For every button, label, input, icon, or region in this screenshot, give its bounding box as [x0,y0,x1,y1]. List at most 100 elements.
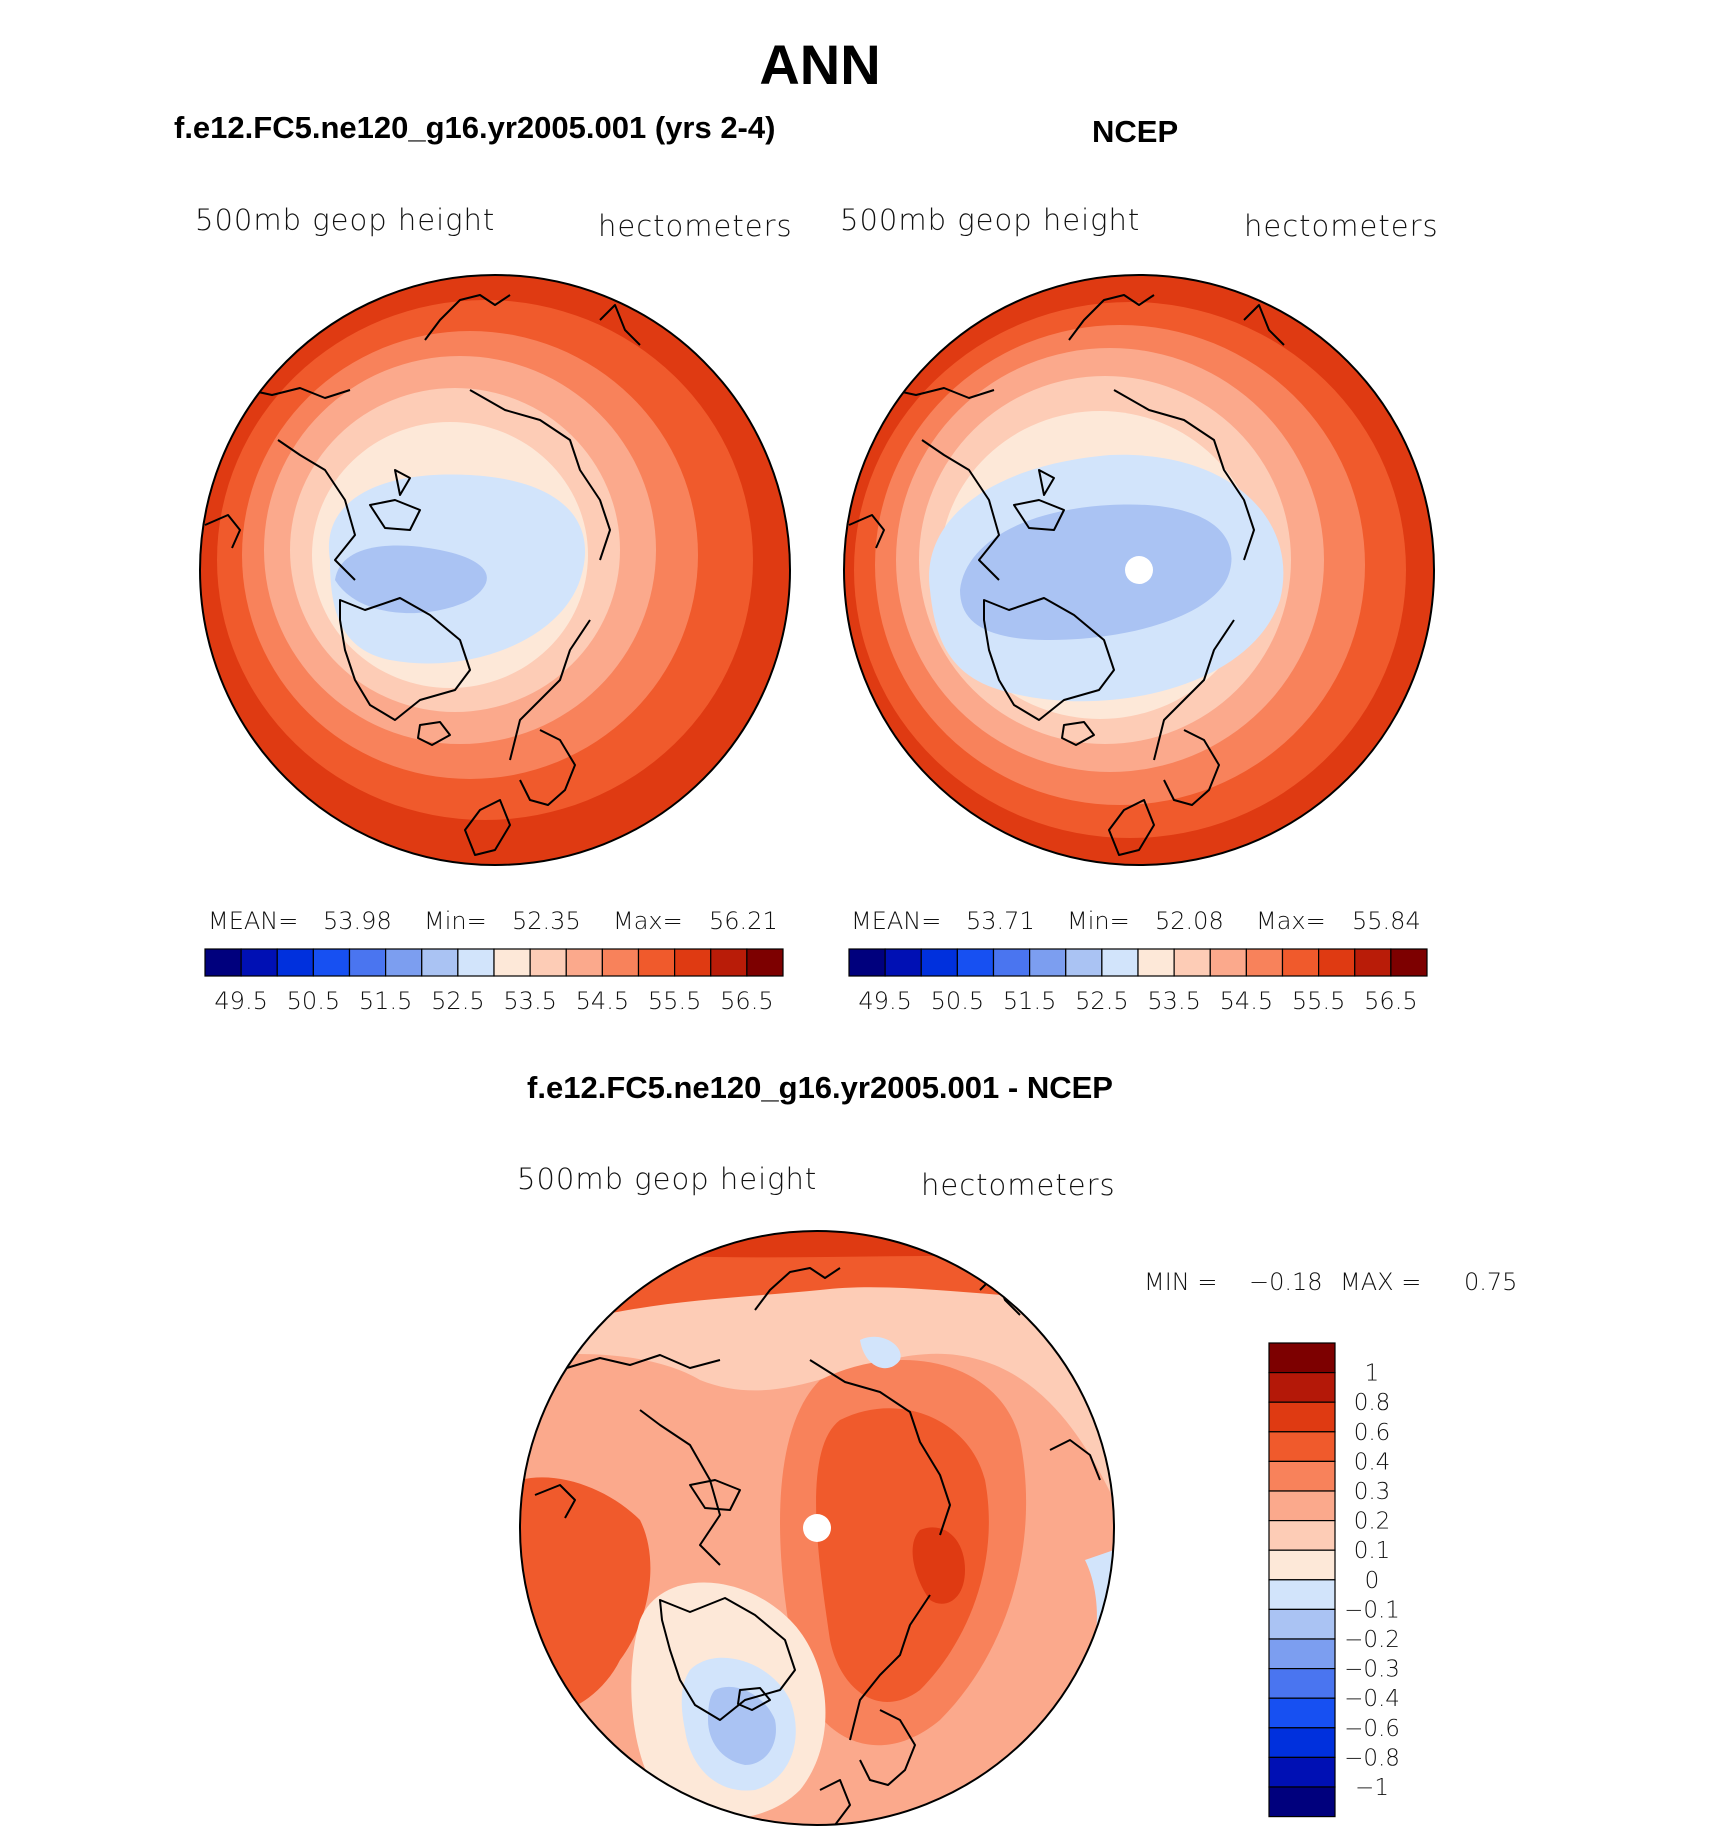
obs-colorbar-swatch [848,948,886,977]
obs-map-frame [843,274,1435,866]
obs-colorbar-tick-label: 50.5 [931,987,984,1015]
obs-colorbar-swatch [992,948,1031,977]
obs-max-value: 55.84 [1352,907,1421,935]
model-colorbar-tick-label: 56.5 [720,987,773,1015]
obs-colorbar-tick-label: 52.5 [1075,987,1128,1015]
diff-colorbar-tick-label: 0.2 [1354,1509,1391,1535]
model-colorbar-swatch [710,948,748,977]
diff-units-label: hectometers [921,1168,1116,1202]
diff-max-value: 0.75 [1464,1268,1518,1296]
diff-polar-map [519,1230,1115,1826]
diff-map-frame [519,1230,1115,1826]
diff-min-label: MIN = [1144,1268,1218,1296]
model-units-label: hectometers [598,209,793,243]
model-colorbar-tick-label: 54.5 [576,987,629,1015]
diff-colorbar-swatch [1268,1667,1336,1699]
obs-colorbar-swatch [1354,948,1392,977]
diff-colorbar-tick-label: 0.3 [1354,1479,1391,1505]
diff-max-label: MAX = [1340,1268,1422,1296]
obs-min-label: Min= [1067,907,1130,935]
diff-colorbar-swatch [1268,1697,1336,1729]
obs-band-52 [960,504,1232,640]
model-colorbar-swatch [493,948,531,977]
model-colorbar-swatch [421,948,459,977]
model-colorbar-tick-label: 51.5 [359,987,412,1015]
obs-min-value: 52.08 [1155,907,1224,935]
obs-colorbar-tick-label: 53.5 [1147,987,1200,1015]
obs-polar-map [843,274,1435,866]
model-colorbar: 49.5 50.5 51.5 52.5 53.5 54.5 55.5 56.5 [204,948,784,1015]
obs-mean-value: 53.71 [966,907,1035,935]
diff-coastlines [534,1267,1101,1825]
diff-colorbar-tick-label: 0 [1365,1568,1380,1594]
obs-colorbar-swatch [1245,948,1284,977]
obs-colorbar-swatch [1173,948,1211,977]
diff-colorbar-tick-label: −0.6 [1344,1716,1400,1742]
model-case-title: f.e12.FC5.ne120_g16.yr2005.001 (yrs 2-4) [174,110,776,145]
obs-colorbar-swatch [1137,948,1175,977]
obs-colorbar-swatch [1390,948,1428,977]
obs-units-label: hectometers [1244,209,1439,243]
model-min-value: 52.35 [512,907,581,935]
obs-colorbar-tick-label: 51.5 [1003,987,1056,1015]
diff-band-east-0.4 [816,1408,989,1702]
obs-pole-mask [1125,556,1153,584]
diff-colorbar-tick-label: −0.2 [1344,1627,1400,1653]
model-colorbar-swatch [601,948,640,977]
model-colorbar-tick-label: 49.5 [214,987,267,1015]
diff-colorbar-tick-label: 0.8 [1354,1390,1391,1416]
model-colorbar-swatch [240,948,278,977]
diff-colorbar-swatch [1268,1608,1336,1640]
model-colorbar-swatch [529,948,567,977]
diff-colorbar-tick-label: 0.6 [1354,1420,1391,1446]
diff-colorbar-tick-label: 0.4 [1354,1449,1391,1475]
obs-colorbar-swatch [1209,948,1247,977]
model-colorbar-swatch [565,948,603,977]
diff-colorbar-tick-label: −0.1 [1344,1597,1400,1623]
obs-colorbar-swatch [1101,948,1139,977]
model-mean-label: MEAN= [208,907,299,935]
diff-colorbar-tick-label: −0.4 [1344,1686,1400,1712]
model-colorbar-tick-label: 50.5 [287,987,340,1015]
obs-colorbar-swatch [920,948,958,977]
diff-variable-label: 500mb geop height [517,1162,818,1196]
obs-colorbar: 49.5 50.5 51.5 52.5 53.5 54.5 55.5 56.5 [848,948,1428,1015]
model-colorbar-swatch [204,948,242,977]
diff-colorbar-swatch [1268,1579,1336,1611]
diff-colorbar: 1 0.8 0.6 0.4 0.3 0.2 0.1 0 −0.1 −0.2 −0.3 −0.4 −0.6… [1268,1342,1400,1818]
obs-case-title: NCEP [1092,114,1179,149]
diff-colorbar-swatch [1268,1342,1336,1374]
model-colorbar-swatch [637,948,676,977]
obs-colorbar-swatch [1281,948,1320,977]
obs-variable-label: 500mb geop height [840,203,1141,237]
diff-case-title: f.e12.FC5.ne120_g16.yr2005.001 - NCEP [527,1070,1113,1105]
diff-colorbar-swatch [1268,1371,1336,1403]
obs-colorbar-tick-label: 54.5 [1220,987,1273,1015]
diff-colorbar-tick-label: 0.1 [1354,1538,1391,1564]
diff-colorbar-swatch [1268,1549,1336,1581]
diff-colorbar-tick-label: 1 [1365,1361,1380,1387]
model-max-value: 56.21 [709,907,778,935]
obs-mean-label: MEAN= [851,907,942,935]
diff-colorbar-tick-label: −1 [1355,1775,1389,1801]
model-colorbar-swatch [276,948,314,977]
obs-colorbar-swatch [1065,948,1103,977]
diff-colorbar-swatch [1268,1786,1336,1818]
diff-colorbar-swatch [1268,1401,1336,1433]
obs-coastlines [844,294,1285,856]
diff-colorbar-swatch [1268,1519,1336,1551]
obs-colorbar-tick-label: 56.5 [1364,987,1417,1015]
obs-colorbar-swatch [1318,948,1356,977]
diff-min-value: −0.18 [1249,1268,1323,1296]
model-polar-map [199,274,791,866]
diff-colorbar-tick-label: −0.8 [1344,1745,1400,1771]
diff-band-east-0.6 [912,1527,965,1604]
figure-title: ANN [759,33,881,96]
obs-colorbar-tick-label: 55.5 [1292,987,1345,1015]
model-colorbar-swatch [457,948,495,977]
diff-colorbar-swatch [1268,1756,1336,1788]
model-variable-label: 500mb geop height [195,203,496,237]
model-colorbar-swatch [348,948,387,977]
